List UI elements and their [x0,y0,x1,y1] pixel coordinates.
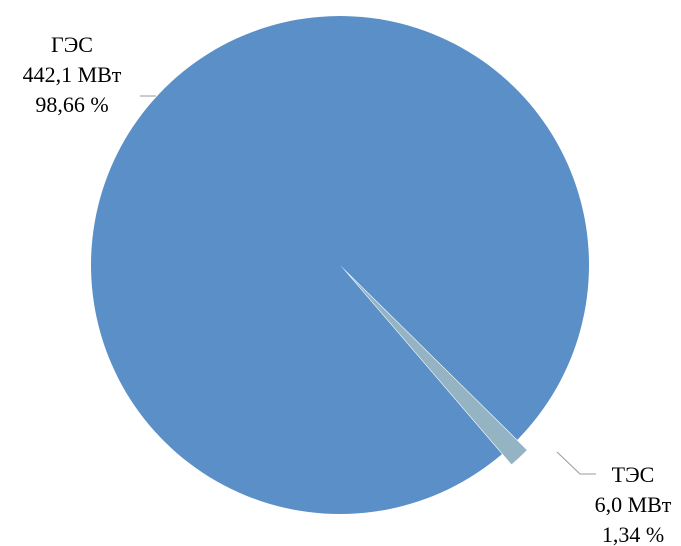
slice-label-ges-name: ГЭС [51,32,93,57]
slice-label-ges-value: 442,1 МВт [23,62,122,87]
slice-label-tes-percent: 1,34 % [602,522,664,546]
slice-label-ges-percent: 98,66 % [35,92,108,117]
slice-label-tes-name: ТЭС [612,462,655,487]
slice-label-tes-value: 6,0 МВт [595,492,672,517]
leader-line-tes [557,452,596,474]
